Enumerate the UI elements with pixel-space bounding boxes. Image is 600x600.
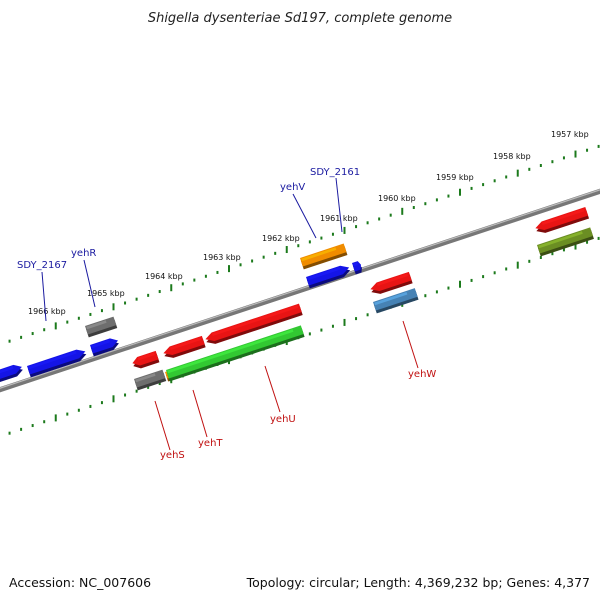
gene-block-sdy2161[interactable] [300, 243, 348, 270]
gene-block-red-mid[interactable] [162, 335, 206, 361]
gene-block-blue-small[interactable] [352, 260, 363, 275]
gene-block-red-small-highlight [137, 352, 155, 361]
gene-label-sdy2167[interactable]: SDY_2167 [17, 260, 67, 271]
leader-line-yehw [402, 320, 419, 369]
leader-lines [41, 177, 419, 451]
genome-backbone [0, 188, 600, 393]
gene-block-sdy2167-body [27, 349, 86, 375]
leader-line-sdy2161 [335, 177, 343, 233]
genome-map: 1957 kbp 1958 kbp 1959 kbp 1960 kbp 1961… [0, 130, 600, 461]
gene-block-blue-left-edge-highlight [0, 366, 14, 376]
leader-line-yehr [83, 259, 96, 308]
gene-block-yehu-green-highlight [167, 329, 294, 374]
gene-block-yehv-highlight [307, 266, 341, 281]
gene-block-yehs[interactable] [134, 369, 167, 391]
gene-block-yehs-highlight [135, 373, 156, 383]
leader-line-yehu [264, 365, 281, 413]
gene-block-yehr-body [90, 338, 118, 354]
gene-block-sdy2161-highlight [301, 247, 337, 262]
kbp-label: 1966 kbp [28, 307, 66, 316]
gene-block-red-small[interactable] [131, 350, 160, 371]
gene-block-sdy2167-highlight [28, 350, 77, 370]
gene-label-yehs[interactable]: yehS [160, 450, 185, 461]
genome-title: Shigella dysenteriae Sd197, complete gen… [148, 11, 452, 26]
leader-line-yehs [154, 400, 171, 451]
kbp-label: 1963 kbp [203, 253, 241, 262]
gene-features [0, 207, 594, 391]
leader-line-yeht [192, 389, 208, 438]
gene-block-yehw-steel-highlight [374, 291, 408, 306]
gene-block-yehw-steel[interactable] [373, 288, 419, 314]
gene-block-red-right-highlight [541, 208, 585, 226]
gene-block-blue-left-edge-body [0, 364, 22, 381]
kbp-label: 1959 kbp [436, 173, 474, 182]
tick-track-top [8, 144, 600, 343]
kbp-label: 1957 kbp [551, 130, 589, 139]
genome-backbone-highlight [0, 189, 600, 389]
gene-label-yehw[interactable]: yehW [408, 369, 436, 380]
gene-block-yehw-red[interactable] [369, 271, 413, 297]
gene-block-blue-left-edge[interactable] [0, 363, 24, 384]
gene-label-sdy2161[interactable]: SDY_2161 [310, 167, 360, 178]
kbp-label: 1964 kbp [145, 272, 183, 281]
gene-label-yehu[interactable]: yehU [270, 414, 296, 425]
kbp-label: 1962 kbp [262, 234, 300, 243]
gene-label-yehr[interactable]: yehR [71, 248, 96, 259]
gene-block-olive-right[interactable] [537, 227, 594, 257]
tick-track-bottom [8, 236, 600, 435]
leader-line-sdy2167 [41, 271, 47, 322]
gene-block-red-right[interactable] [534, 207, 590, 235]
gene-block-yehu-green[interactable] [166, 325, 305, 382]
leader-line-yehv [292, 193, 317, 239]
gene-block-yehu-red-highlight [211, 305, 299, 337]
gene-block-sdy2167[interactable] [27, 347, 88, 378]
gene-block-yehs-body [134, 369, 166, 388]
gene-block-yehv-body [306, 265, 350, 286]
kbp-label: 1958 kbp [493, 152, 531, 161]
gene-block-gray-top-highlight [86, 320, 107, 330]
gene-block-yehw-red-highlight [376, 273, 409, 287]
kbp-label: 1965 kbp [87, 289, 125, 298]
kbp-label: 1961 kbp [320, 214, 358, 223]
gene-label-yeht[interactable]: yehT [198, 438, 223, 449]
gene-block-yehr[interactable] [90, 336, 120, 357]
gene-block-yehr-highlight [91, 339, 111, 349]
gene-block-red-mid-highlight [169, 337, 202, 351]
gene-block-blue-small-highlight [353, 262, 358, 267]
gene-block-yehv[interactable] [306, 263, 352, 289]
gene-label-yehv[interactable]: yehV [280, 182, 305, 193]
kbp-labels: 1957 kbp 1958 kbp 1959 kbp 1960 kbp 1961… [28, 130, 589, 316]
gene-block-olive-right-highlight [538, 231, 583, 249]
kbp-label: 1960 kbp [378, 194, 416, 203]
gene-block-gray-top-body [85, 316, 117, 335]
accession-text: Accession: NC_007606 [9, 575, 151, 590]
genome-summary-text: Topology: circular; Length: 4,369,232 bp… [246, 575, 590, 590]
gene-block-yehu-red[interactable] [204, 303, 303, 347]
gene-block-gray-top[interactable] [85, 316, 118, 338]
